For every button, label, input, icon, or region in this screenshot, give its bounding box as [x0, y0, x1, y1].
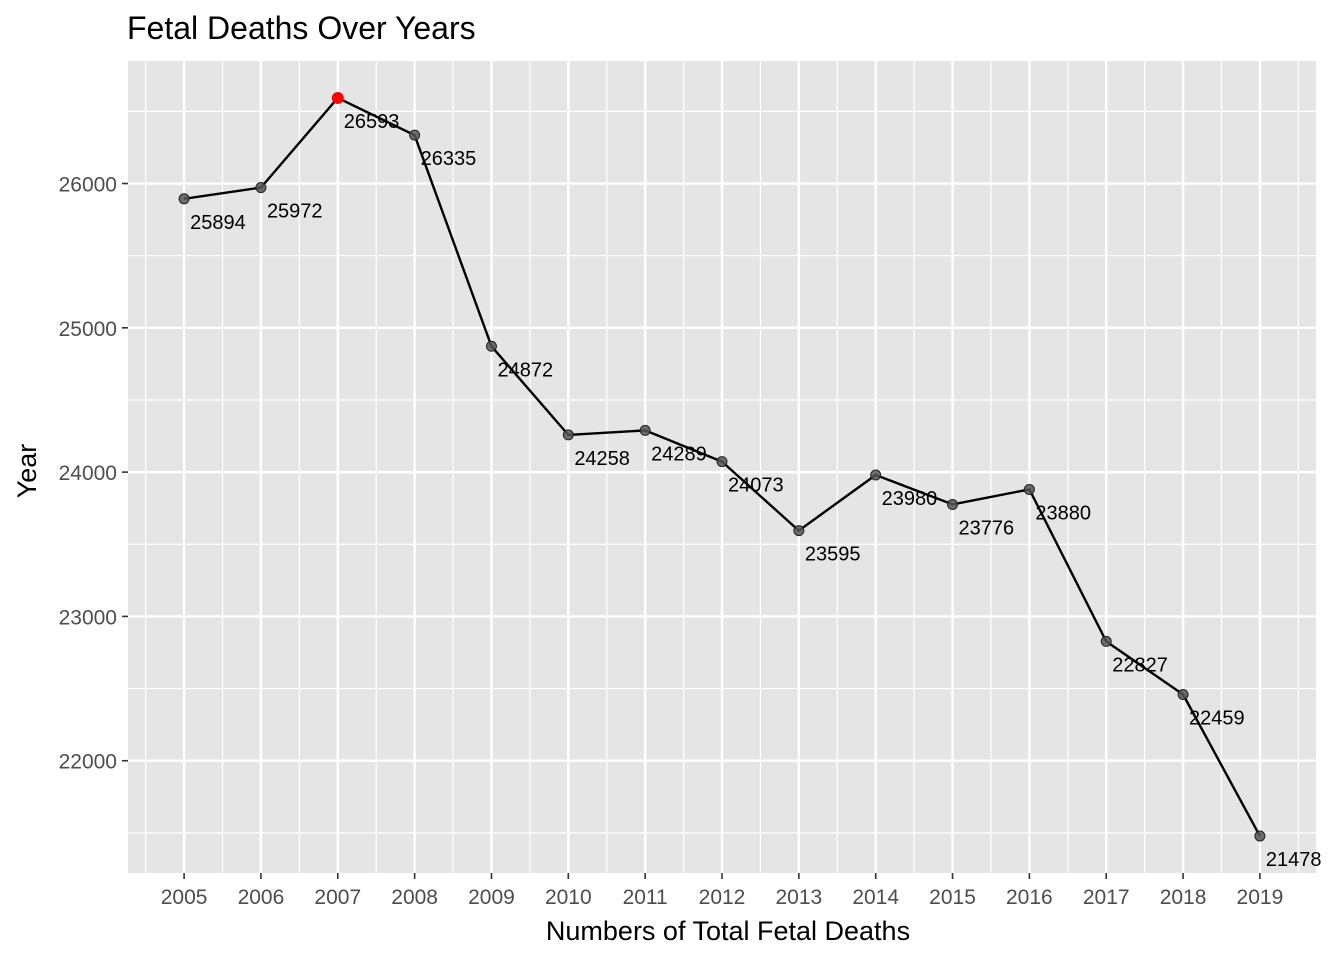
x-tick-label: 2008 [391, 886, 438, 909]
data-point [793, 525, 805, 537]
x-axis-title: Numbers of Total Fetal Deaths [546, 916, 910, 946]
data-label: 23980 [882, 488, 938, 510]
data-point [1100, 635, 1112, 647]
highlight-point [331, 91, 344, 104]
data-label: 24073 [728, 475, 784, 497]
y-tick-label: 23000 [59, 606, 117, 629]
data-label: 24289 [651, 443, 707, 465]
x-tick-label: 2017 [1083, 886, 1130, 909]
data-point [255, 182, 267, 194]
y-axis-title: Year [12, 444, 42, 499]
data-points [178, 91, 1266, 842]
x-tick-label: 2012 [699, 886, 746, 909]
data-label: 23595 [805, 544, 861, 566]
data-label: 21478 [1266, 849, 1322, 871]
major-gridlines [128, 61, 1316, 873]
data-point [947, 498, 959, 510]
data-point [716, 456, 728, 468]
data-label: 22459 [1189, 707, 1245, 729]
data-point [870, 469, 882, 481]
data-point [409, 129, 421, 141]
x-tick-label: 2019 [1237, 886, 1284, 909]
y-tick-label: 24000 [59, 462, 117, 485]
y-axis: 22000 23000 24000 25000 26000 [59, 174, 128, 774]
data-point [639, 424, 651, 436]
x-tick-label: 2005 [161, 886, 208, 909]
data-label: 22827 [1112, 654, 1168, 676]
data-point [485, 340, 497, 352]
data-point [1254, 830, 1266, 842]
data-label: 26335 [421, 148, 477, 170]
x-tick-label: 2010 [545, 886, 592, 909]
data-label: 25972 [267, 201, 323, 223]
data-point [1023, 483, 1035, 495]
x-tick-label: 2015 [929, 886, 976, 909]
chart-title: Fetal Deaths Over Years [127, 10, 476, 46]
x-axis: 2005 2006 2007 2008 2009 2010 2011 2012 2013 2014… [161, 873, 1284, 909]
x-tick-label: 2016 [1006, 886, 1053, 909]
data-label: 26593 [344, 111, 400, 133]
data-point [1177, 688, 1189, 700]
data-point [178, 193, 190, 205]
y-tick-label: 22000 [59, 751, 117, 774]
data-point [562, 429, 574, 441]
data-label: 24258 [574, 448, 630, 470]
data-label: 24872 [497, 359, 553, 381]
x-tick-label: 2006 [238, 886, 285, 909]
data-label: 25894 [190, 212, 246, 234]
y-tick-label: 26000 [59, 174, 117, 197]
x-tick-label: 2018 [1160, 886, 1207, 909]
x-tick-label: 2014 [852, 886, 899, 909]
x-tick-label: 2007 [314, 886, 361, 909]
data-labels: 25894 25972 26593 26335 24872 24258 24289 24073… [190, 111, 1321, 871]
data-label: 23776 [959, 517, 1015, 539]
x-tick-label: 2013 [775, 886, 822, 909]
data-label: 23880 [1035, 502, 1091, 524]
x-tick-label: 2011 [623, 886, 668, 909]
y-tick-label: 25000 [59, 318, 117, 341]
x-tick-label: 2009 [468, 886, 515, 909]
